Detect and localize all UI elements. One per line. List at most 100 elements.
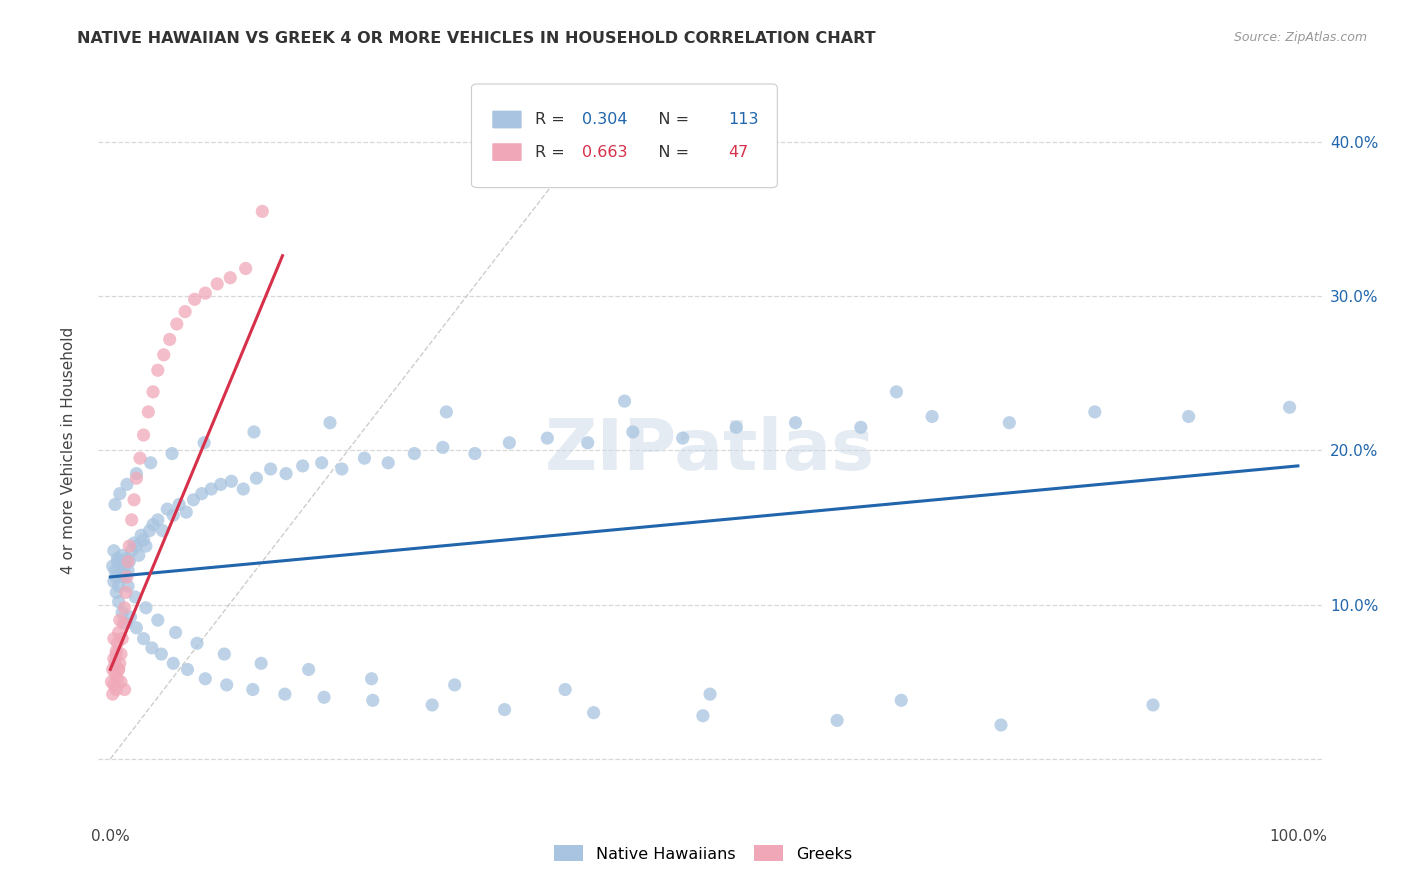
Point	[107, 579, 129, 593]
Point	[377, 456, 399, 470]
Point	[146, 363, 169, 377]
Point	[319, 416, 342, 430]
Point	[124, 590, 146, 604]
Text: N =: N =	[643, 112, 695, 127]
Text: 113: 113	[728, 112, 759, 127]
Point	[129, 451, 152, 466]
Point	[990, 718, 1012, 732]
Point	[114, 568, 136, 582]
Point	[582, 706, 605, 720]
Point	[110, 566, 132, 581]
Point	[122, 492, 145, 507]
Point	[114, 682, 136, 697]
Point	[890, 693, 912, 707]
Point	[139, 456, 162, 470]
Point	[312, 690, 335, 705]
Point	[692, 708, 714, 723]
FancyBboxPatch shape	[492, 144, 522, 161]
Point	[107, 672, 129, 686]
Point	[142, 517, 165, 532]
Point	[111, 549, 134, 563]
Point	[699, 687, 721, 701]
Point	[166, 317, 188, 331]
Point	[104, 498, 127, 512]
Point	[111, 632, 134, 646]
Text: ZIPatlas: ZIPatlas	[546, 416, 875, 485]
Point	[135, 539, 157, 553]
Point	[105, 647, 128, 661]
Point	[110, 647, 132, 661]
Point	[183, 293, 205, 307]
Point	[111, 606, 134, 620]
Point	[621, 425, 644, 439]
FancyBboxPatch shape	[492, 111, 522, 128]
Point	[274, 687, 297, 701]
Point	[117, 579, 139, 593]
Point	[107, 663, 129, 677]
Point	[250, 657, 273, 671]
Point	[193, 435, 215, 450]
Point	[443, 678, 465, 692]
Point	[101, 663, 124, 677]
Point	[114, 559, 136, 574]
Point	[183, 492, 205, 507]
Point	[361, 693, 384, 707]
Point	[242, 682, 264, 697]
Point	[103, 632, 125, 646]
Point	[1084, 405, 1107, 419]
Point	[104, 667, 127, 681]
Point	[464, 446, 486, 460]
Point	[725, 420, 748, 434]
Text: NATIVE HAWAIIAN VS GREEK 4 OR MORE VEHICLES IN HOUSEHOLD CORRELATION CHART: NATIVE HAWAIIAN VS GREEK 4 OR MORE VEHIC…	[77, 31, 876, 46]
Point	[360, 672, 382, 686]
Point	[785, 416, 807, 430]
Text: 0.663: 0.663	[582, 145, 627, 160]
Point	[162, 657, 184, 671]
Point	[107, 551, 129, 566]
Point	[613, 394, 636, 409]
Point	[672, 431, 695, 445]
Point	[1142, 698, 1164, 712]
Point	[298, 663, 321, 677]
Point	[107, 594, 129, 608]
Point	[121, 513, 143, 527]
Point	[205, 277, 228, 291]
Point	[103, 543, 125, 558]
Text: R =: R =	[536, 145, 569, 160]
Point	[115, 477, 138, 491]
Point	[156, 502, 179, 516]
Point	[101, 559, 124, 574]
Point	[129, 528, 152, 542]
Point	[128, 549, 150, 563]
Point	[101, 687, 124, 701]
Point	[176, 505, 198, 519]
Text: 0.304: 0.304	[582, 112, 627, 127]
Text: Source: ZipAtlas.com: Source: ZipAtlas.com	[1233, 31, 1367, 45]
Text: N =: N =	[643, 145, 695, 160]
Point	[330, 462, 353, 476]
Point	[105, 682, 128, 697]
Point	[1278, 401, 1301, 415]
Point	[107, 636, 129, 650]
Point	[494, 703, 516, 717]
Point	[209, 477, 232, 491]
Text: R =: R =	[536, 112, 569, 127]
Point	[420, 698, 443, 712]
Point	[103, 574, 125, 589]
Point	[998, 416, 1021, 430]
Point	[291, 458, 314, 473]
Point	[132, 632, 155, 646]
Point	[107, 625, 129, 640]
Point	[576, 435, 599, 450]
Point	[104, 564, 127, 578]
Point	[259, 462, 281, 476]
Point	[214, 647, 236, 661]
Point	[849, 420, 872, 434]
Point	[125, 539, 148, 553]
Point	[1177, 409, 1199, 424]
Text: 47: 47	[728, 145, 748, 160]
Point	[252, 204, 274, 219]
Point	[117, 554, 139, 569]
Point	[105, 585, 128, 599]
Point	[152, 524, 174, 538]
